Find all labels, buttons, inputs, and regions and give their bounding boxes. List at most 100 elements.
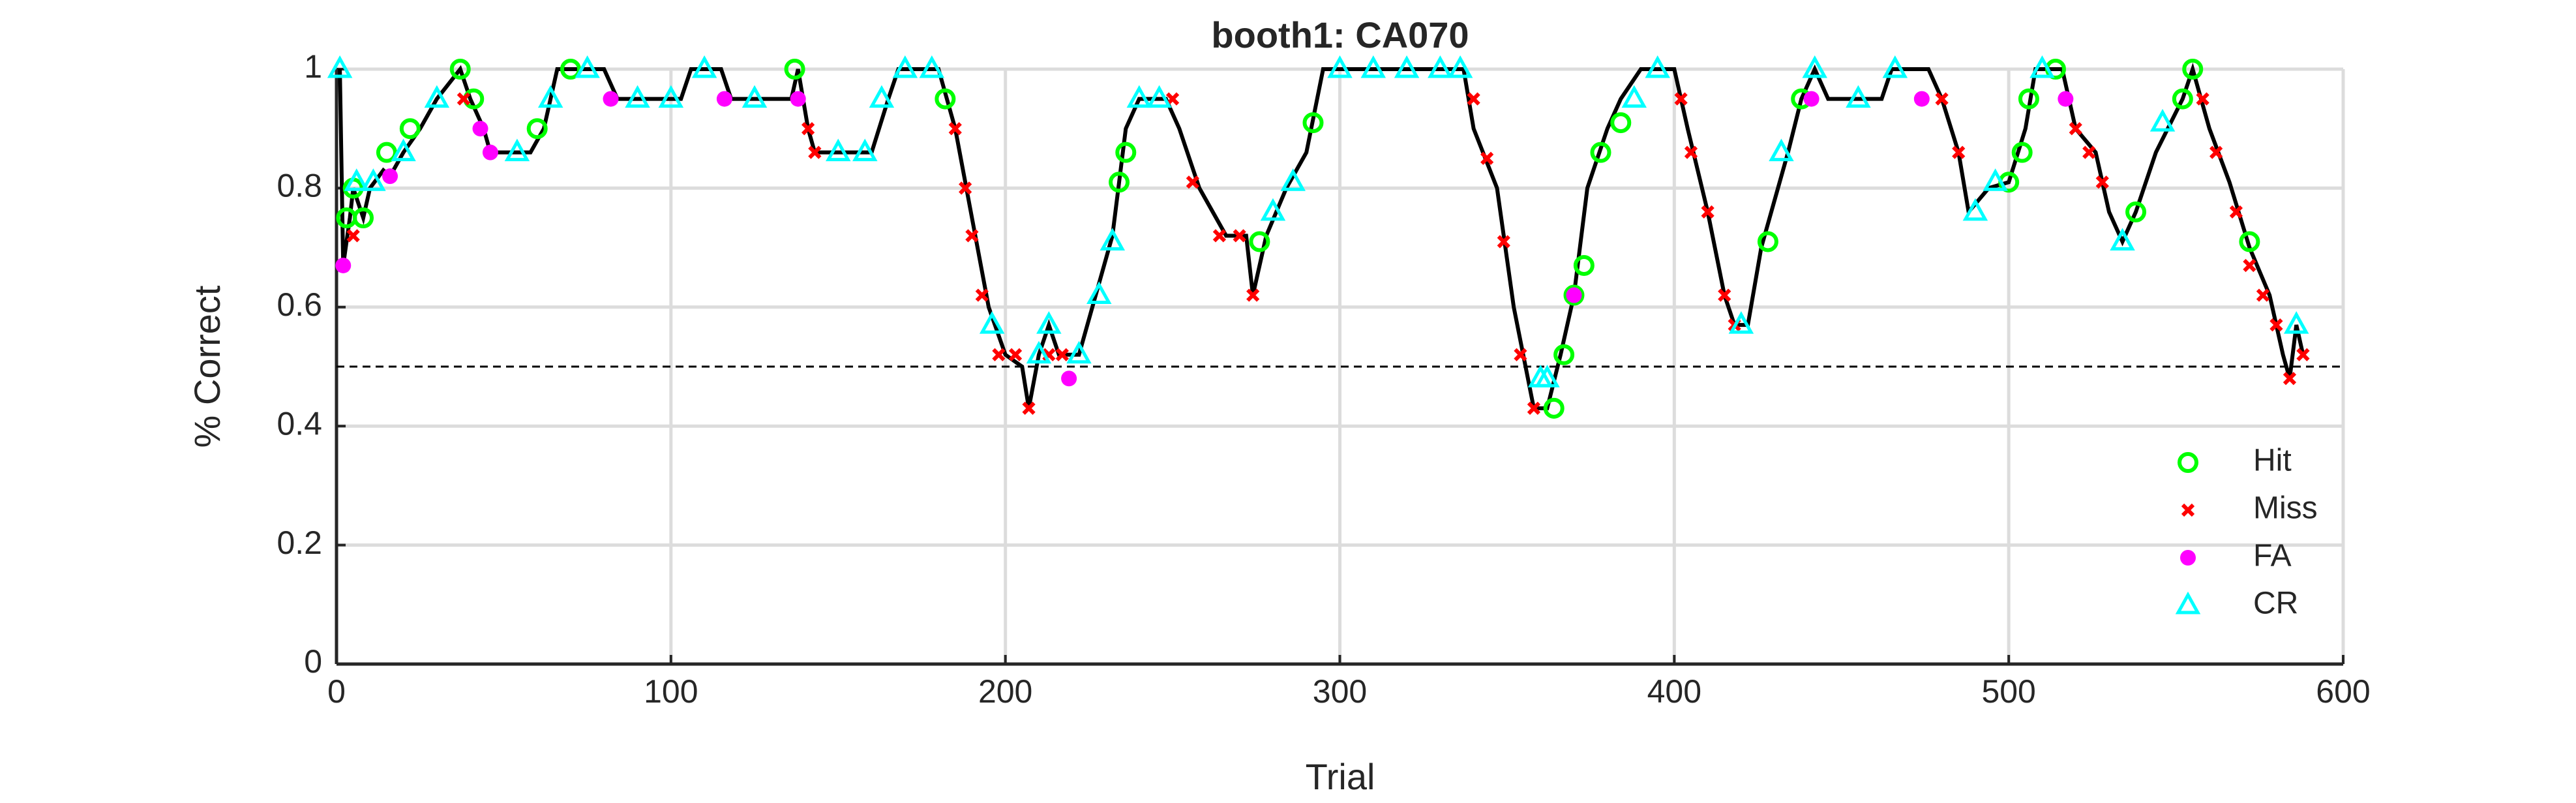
miss-marker bbox=[2095, 175, 2109, 189]
miss-marker bbox=[959, 181, 972, 195]
miss-marker bbox=[2069, 122, 2082, 136]
cr-marker bbox=[1621, 85, 1647, 108]
hit-marker bbox=[1115, 142, 1137, 163]
y-tick-label: 0 bbox=[304, 643, 322, 680]
fa-marker bbox=[482, 144, 498, 160]
cr-marker bbox=[1126, 85, 1152, 108]
hit-marker bbox=[1302, 112, 1324, 134]
hit-marker bbox=[2172, 88, 2193, 110]
miss-marker bbox=[1480, 151, 1494, 165]
miss-marker bbox=[1514, 348, 1527, 361]
miss-marker bbox=[992, 348, 1006, 361]
cr-marker bbox=[1962, 198, 1988, 221]
miss-marker bbox=[801, 122, 815, 136]
hit-marker bbox=[526, 118, 548, 140]
cr-marker bbox=[1645, 55, 1670, 78]
miss-marker bbox=[965, 229, 979, 243]
miss-marker bbox=[1008, 348, 1023, 361]
fa-marker bbox=[1061, 371, 1077, 387]
miss-marker bbox=[1233, 229, 1246, 243]
legend-label: Miss bbox=[2253, 491, 2318, 526]
miss-marker bbox=[2196, 92, 2209, 106]
cr-marker bbox=[1535, 365, 1560, 387]
x-tick-label: 500 bbox=[1981, 673, 2035, 710]
miss-marker bbox=[2243, 258, 2256, 273]
hit-marker bbox=[2182, 59, 2204, 80]
hit-marker bbox=[2018, 88, 2039, 110]
legend-marker bbox=[2178, 452, 2198, 473]
miss-marker bbox=[1055, 348, 1069, 361]
cr-marker bbox=[892, 55, 918, 78]
y-tick-label: 0.2 bbox=[277, 524, 322, 561]
fa-marker bbox=[1566, 287, 1582, 303]
chart-title: booth1: CA070 bbox=[1211, 14, 1469, 55]
cr-marker bbox=[344, 168, 370, 191]
miss-marker bbox=[2256, 288, 2270, 302]
miss-marker bbox=[2229, 205, 2243, 219]
hit-marker bbox=[1573, 254, 1595, 276]
cr-marker bbox=[2283, 311, 2309, 334]
fa-marker bbox=[1913, 91, 1930, 107]
fa-marker bbox=[2058, 91, 2074, 107]
miss-marker bbox=[457, 92, 470, 106]
miss-marker bbox=[1212, 229, 1227, 243]
hit-marker bbox=[1249, 231, 1270, 252]
cr-marker bbox=[2029, 55, 2055, 78]
cr-marker bbox=[1146, 85, 1172, 108]
miss-marker bbox=[2283, 372, 2297, 386]
hit-marker bbox=[2125, 201, 2147, 222]
miss-marker bbox=[975, 288, 989, 302]
y-tick-label: 0.8 bbox=[277, 168, 322, 204]
cr-marker bbox=[1036, 311, 1062, 334]
cr-marker bbox=[979, 311, 1005, 334]
y-axis-label: % Correct bbox=[187, 285, 228, 447]
miss-marker bbox=[1935, 92, 1949, 106]
marker-series bbox=[346, 92, 2310, 415]
legend-marker bbox=[2180, 550, 2196, 566]
miss-marker bbox=[1684, 145, 1698, 159]
miss-marker bbox=[1246, 288, 1260, 302]
hit-marker bbox=[353, 207, 374, 228]
cr-marker bbox=[919, 55, 945, 78]
x-tick-label: 300 bbox=[1313, 673, 1367, 710]
hit-marker bbox=[1610, 112, 1632, 134]
miss-marker bbox=[2209, 145, 2223, 159]
y-tick-label: 0.6 bbox=[277, 286, 322, 323]
miss-marker bbox=[1674, 92, 1688, 106]
miss-marker bbox=[2296, 348, 2310, 361]
fa-marker bbox=[603, 91, 619, 107]
hit-marker bbox=[449, 59, 471, 80]
hit-marker bbox=[1543, 397, 1565, 419]
cr-marker bbox=[1447, 55, 1473, 78]
legend-marker bbox=[2175, 591, 2201, 614]
cr-marker bbox=[1428, 55, 1453, 78]
x-tick-label: 200 bbox=[978, 673, 1032, 710]
hit-marker bbox=[399, 118, 421, 140]
cr-marker bbox=[741, 85, 768, 108]
cr-marker bbox=[1728, 311, 1754, 334]
hit-marker bbox=[1757, 231, 1778, 252]
hit-marker bbox=[1590, 142, 1611, 163]
cr-marker bbox=[1983, 168, 2008, 191]
cr-marker bbox=[691, 55, 717, 78]
x-tick-label: 100 bbox=[644, 673, 698, 710]
hit-marker bbox=[1109, 172, 1130, 193]
fa-marker bbox=[472, 121, 488, 137]
cr-marker bbox=[1882, 55, 1908, 78]
cr-marker bbox=[1280, 168, 1306, 191]
cr-marker bbox=[852, 138, 878, 162]
hit-marker bbox=[560, 59, 581, 80]
fa-marker bbox=[1803, 91, 1820, 107]
hit-marker bbox=[935, 88, 956, 110]
fa-marker bbox=[335, 257, 352, 273]
miss-marker bbox=[2082, 145, 2096, 159]
miss-marker bbox=[346, 229, 360, 243]
miss-marker bbox=[2269, 318, 2283, 332]
miss-marker bbox=[1467, 92, 1480, 106]
legend-label: Hit bbox=[2253, 444, 2292, 478]
cr-marker bbox=[361, 168, 386, 191]
legend-label: CR bbox=[2253, 586, 2298, 621]
x-tick-label: 400 bbox=[1647, 673, 1701, 710]
cr-marker bbox=[1086, 281, 1112, 305]
